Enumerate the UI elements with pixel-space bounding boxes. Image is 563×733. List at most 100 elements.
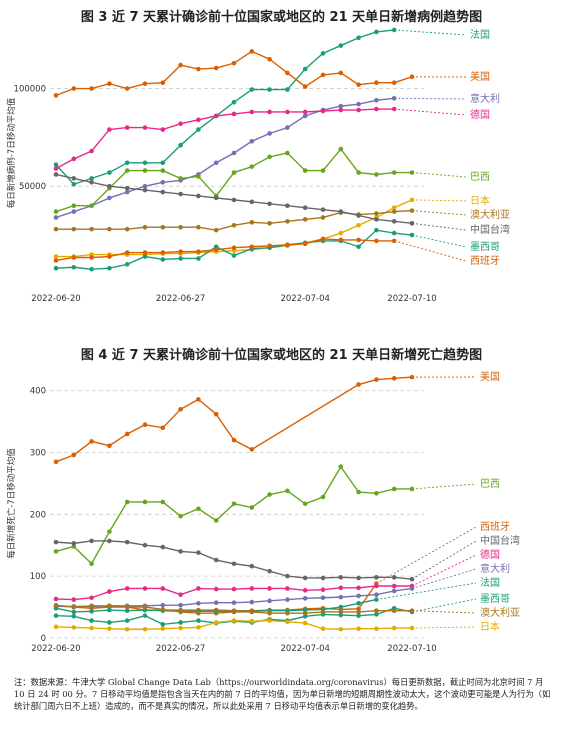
data-point <box>213 620 219 625</box>
data-point <box>178 142 183 148</box>
data-point <box>107 81 112 86</box>
series-label: 墨西哥 <box>480 593 510 605</box>
data-point <box>160 607 166 612</box>
data-point <box>107 529 112 534</box>
series-line <box>55 238 395 262</box>
data-point <box>107 589 112 594</box>
x-tick-label: 2022-06-27 <box>156 294 205 304</box>
data-point <box>356 601 361 606</box>
data-point <box>71 264 77 270</box>
data-point <box>320 215 326 220</box>
data-point <box>374 211 379 216</box>
data-point <box>196 256 201 261</box>
series-7: 中国台湾 <box>53 172 510 236</box>
data-point <box>302 109 308 115</box>
data-point <box>267 618 272 623</box>
data-point <box>338 609 344 615</box>
leader-line <box>394 29 467 36</box>
data-point <box>213 195 219 201</box>
data-point <box>142 613 148 618</box>
data-point <box>231 170 237 175</box>
data-point <box>178 592 183 597</box>
series-label: 墨西哥 <box>470 241 500 253</box>
data-point <box>374 29 379 35</box>
data-point <box>213 247 219 252</box>
data-point <box>107 603 112 609</box>
data-point <box>142 187 148 193</box>
data-point <box>53 215 59 220</box>
series-label: 中国台湾 <box>470 223 510 236</box>
data-point <box>71 156 77 162</box>
data-point <box>356 101 361 107</box>
data-point <box>409 486 415 492</box>
data-point <box>160 602 166 608</box>
data-point <box>53 162 59 168</box>
series-label: 澳大利亚 <box>480 606 520 619</box>
data-point <box>267 568 272 574</box>
data-point <box>71 209 77 214</box>
data-point <box>356 82 361 87</box>
y-tick-label: 200 <box>30 510 46 520</box>
series-label: 巴西 <box>480 478 500 490</box>
data-point <box>249 609 255 615</box>
data-point <box>320 494 326 500</box>
data-point <box>231 600 237 605</box>
data-point <box>231 111 237 117</box>
data-point <box>338 70 344 76</box>
data-point <box>374 80 379 85</box>
data-point <box>374 491 379 496</box>
data-point <box>231 245 237 251</box>
data-point <box>391 583 397 589</box>
data-point <box>178 513 183 519</box>
data-point <box>285 242 290 248</box>
data-point <box>338 107 344 113</box>
data-point <box>320 587 326 593</box>
data-point <box>231 437 237 443</box>
leader-line <box>411 483 477 490</box>
data-point <box>338 43 344 48</box>
data-point <box>231 501 237 507</box>
series-3: 德国 <box>53 106 490 171</box>
data-point <box>374 106 379 112</box>
data-point <box>89 595 94 601</box>
y-tick-label: 300 <box>30 449 46 459</box>
data-point <box>178 62 183 68</box>
data-point <box>391 608 397 614</box>
data-point <box>267 201 272 207</box>
data-point <box>267 154 272 160</box>
x-tick-label: 2022-07-04 <box>280 294 329 304</box>
leader-line <box>394 108 467 116</box>
data-point <box>302 241 308 247</box>
data-point <box>267 131 272 136</box>
series-9: 西班牙 <box>53 236 500 267</box>
data-point <box>107 265 112 271</box>
data-point <box>409 586 415 591</box>
data-point <box>285 619 290 625</box>
series-label: 日本 <box>480 620 500 633</box>
data-point <box>196 601 201 606</box>
series-label: 澳大利亚 <box>470 208 510 221</box>
data-point <box>320 609 326 615</box>
data-point <box>89 86 94 91</box>
data-point <box>391 205 397 210</box>
data-point <box>338 464 344 470</box>
data-point <box>267 87 272 92</box>
series-label: 美国 <box>480 370 500 383</box>
data-point <box>107 170 112 175</box>
data-point <box>356 575 361 581</box>
leader-line <box>411 172 467 178</box>
leader-line <box>411 234 467 248</box>
data-point <box>142 604 148 610</box>
data-point <box>53 172 59 177</box>
data-point <box>356 244 361 250</box>
data-point <box>178 224 183 230</box>
data-point <box>89 266 94 272</box>
data-point <box>409 625 415 631</box>
leader-line <box>394 97 467 100</box>
data-point <box>409 374 415 380</box>
data-point <box>71 226 77 232</box>
data-point <box>53 539 59 545</box>
x-tick-label: 2022-07-04 <box>280 644 329 654</box>
data-point <box>89 618 94 623</box>
data-point <box>374 97 379 103</box>
